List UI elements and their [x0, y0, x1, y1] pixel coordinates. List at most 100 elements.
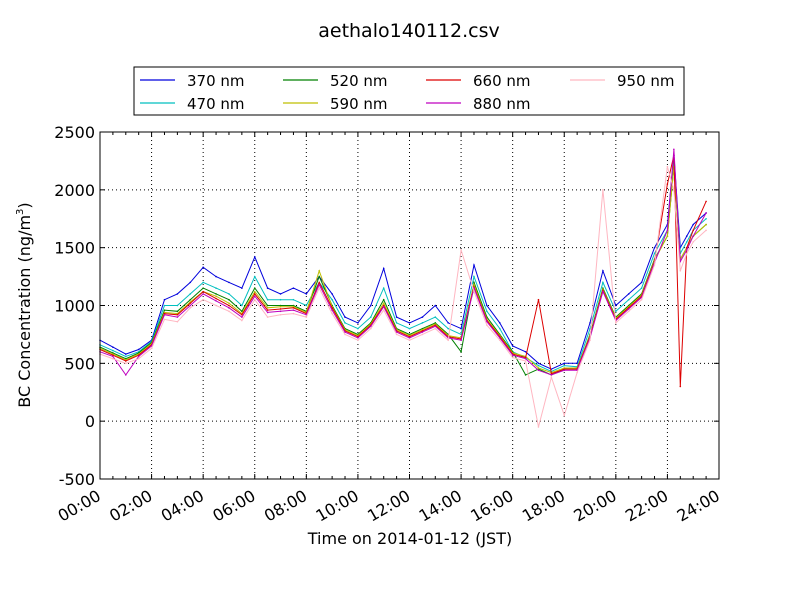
- data-point: [627, 310, 630, 313]
- data-point: [124, 374, 127, 376]
- y-axis-label: BC Concentration (ng/m3): [15, 202, 34, 407]
- data-point: [511, 356, 514, 359]
- legend-label: 950 nm: [617, 72, 675, 90]
- data-point: [602, 270, 604, 272]
- data-point: [357, 337, 359, 339]
- data-point: [215, 293, 217, 295]
- data-point: [318, 275, 321, 278]
- data-point: [460, 249, 462, 251]
- data-point: [460, 339, 462, 342]
- data-point: [241, 287, 243, 289]
- data-point: [202, 281, 204, 284]
- data-point: [473, 281, 475, 284]
- data-point: [215, 300, 217, 302]
- data-point: [228, 298, 230, 301]
- data-point: [189, 298, 192, 301]
- data-point: [202, 287, 204, 289]
- data-point: [524, 374, 527, 376]
- data-point: [537, 298, 540, 301]
- data-point: [176, 316, 179, 318]
- data-point: [137, 348, 140, 351]
- legend-box: [133, 66, 685, 116]
- data-point: [176, 313, 179, 316]
- legend-item: 950 nm: [570, 72, 675, 90]
- data-point: [331, 307, 333, 309]
- data-point: [511, 354, 514, 357]
- data-point: [357, 327, 359, 330]
- series-line: [99, 166, 707, 428]
- data-point: [357, 339, 359, 342]
- data-point: [202, 290, 204, 293]
- data-point: [382, 304, 385, 307]
- data-point: [421, 330, 424, 332]
- data-point: [524, 350, 527, 353]
- data-point: [550, 376, 553, 379]
- data-point: [589, 322, 591, 324]
- data-point: [189, 304, 192, 307]
- data-point: [692, 235, 695, 237]
- data-point: [228, 310, 230, 313]
- data-point: [421, 327, 424, 330]
- data-point: [150, 347, 153, 350]
- series-line: [99, 166, 707, 376]
- data-point: [266, 309, 269, 311]
- data-point: [473, 283, 475, 286]
- data-point: [189, 307, 192, 309]
- x-axis-label: Time on 2014-01-12 (JST): [307, 529, 512, 548]
- data-point: [124, 362, 127, 365]
- series-470-nm: [99, 160, 707, 373]
- data-point: [279, 310, 282, 313]
- data-point: [563, 367, 566, 369]
- data-point: [279, 304, 282, 307]
- y-tick-label: 1000: [54, 297, 95, 316]
- data-point: [602, 287, 604, 289]
- data-point: [673, 148, 675, 151]
- data-point: [382, 302, 385, 304]
- data-point: [486, 320, 488, 323]
- data-point: [266, 304, 269, 307]
- data-point: [550, 372, 553, 375]
- data-point: [666, 183, 669, 185]
- data-point: [673, 189, 675, 191]
- data-point: [331, 312, 333, 315]
- data-point: [589, 327, 591, 330]
- legend-item: 370 nm: [140, 72, 245, 90]
- data-point: [473, 275, 475, 278]
- data-point: [705, 223, 707, 226]
- data-point: [563, 369, 566, 372]
- data-point: [434, 304, 437, 307]
- data-point: [460, 327, 462, 330]
- data-point: [176, 320, 179, 323]
- data-point: [498, 322, 501, 324]
- data-point: [408, 337, 411, 339]
- data-point: [253, 290, 256, 293]
- data-point: [685, 241, 688, 243]
- data-point: [279, 305, 282, 308]
- data-point: [202, 266, 204, 269]
- y-tick-label: 2000: [54, 181, 95, 200]
- data-point: [395, 322, 398, 324]
- data-point: [189, 302, 192, 304]
- data-point: [653, 246, 656, 249]
- data-point: [615, 322, 617, 324]
- series-line: [99, 149, 707, 376]
- data-point: [370, 304, 372, 307]
- data-point: [124, 360, 127, 362]
- data-point: [215, 295, 217, 298]
- data-point: [602, 189, 604, 191]
- data-point: [370, 327, 372, 330]
- data-point: [498, 327, 501, 330]
- data-point: [241, 316, 243, 318]
- data-point: [331, 293, 333, 295]
- data-point: [344, 322, 346, 324]
- data-point: [421, 316, 424, 318]
- data-point: [318, 281, 321, 284]
- data-point: [241, 319, 243, 322]
- data-point: [370, 325, 372, 328]
- data-point: [666, 165, 669, 168]
- data-point: [537, 364, 540, 367]
- data-point: [266, 307, 269, 309]
- data-point: [382, 298, 385, 301]
- data-point: [473, 287, 475, 289]
- legend-label: 880 nm: [473, 95, 531, 113]
